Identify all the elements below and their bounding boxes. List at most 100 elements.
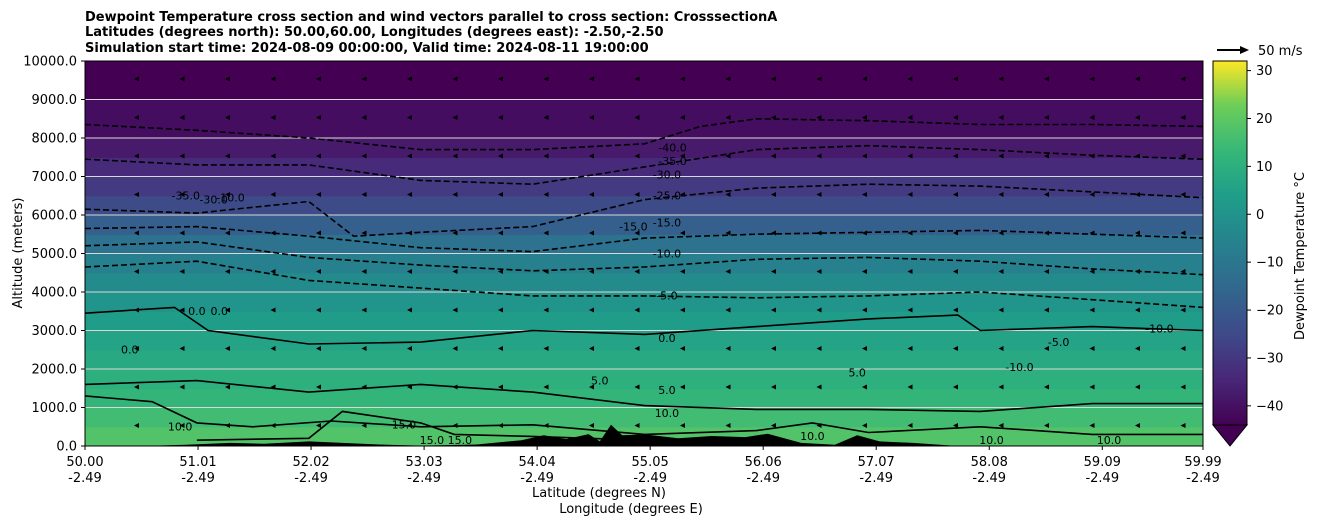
- wind-vector-arrow: [1044, 76, 1049, 82]
- wind-vector-arrow: [725, 230, 731, 236]
- wind-vector-arrow: [407, 307, 412, 313]
- dewpoint-band: [85, 272, 1203, 293]
- contour-label: -30.0: [653, 168, 681, 181]
- wind-vector-arrow: [134, 192, 139, 197]
- wind-vector-arrow: [316, 346, 321, 351]
- x-tick-label-lat: 58.08: [971, 455, 1008, 470]
- contour-label: 5.0: [658, 384, 676, 397]
- wind-vector-arrow: [134, 230, 139, 236]
- wind-vector-arrow: [1044, 423, 1049, 428]
- wind-vector-arrow: [270, 192, 276, 197]
- wind-vector-arrow: [725, 307, 731, 313]
- wind-vector-arrow: [1180, 307, 1186, 313]
- wind-vector-arrow: [998, 153, 1004, 159]
- wind-vector-arrow: [316, 76, 321, 82]
- wind-vector-arrow: [862, 384, 867, 390]
- plot-area: [85, 61, 1203, 446]
- wind-vector-arrow: [725, 423, 731, 428]
- wind-vector-arrow: [1135, 230, 1140, 236]
- wind-vector-arrow: [452, 230, 458, 236]
- wind-vector-arrow: [1180, 346, 1186, 351]
- wind-vector-arrow: [816, 346, 822, 351]
- wind-vector-arrow: [998, 307, 1004, 313]
- colorbar-extend-triangle: [1211, 424, 1249, 447]
- colorbar-tick-label: 20: [1256, 112, 1273, 127]
- wind-vector-arrow: [270, 307, 276, 313]
- wind-vector-arrow: [1044, 269, 1049, 274]
- x-tick-label-lat: 51.01: [179, 455, 216, 470]
- wind-vector-arrow: [998, 269, 1004, 274]
- wind-vector-arrow: [1135, 346, 1140, 351]
- wind-vector-arrow: [1089, 423, 1095, 428]
- wind-vector-arrow: [1180, 76, 1186, 82]
- wind-vector-arrow: [589, 153, 594, 159]
- wind-vector-arrow: [270, 423, 276, 428]
- dewpoint-band: [85, 253, 1203, 274]
- contour-label: -35.0: [658, 155, 686, 168]
- wind-vector-arrow: [1044, 307, 1049, 313]
- wind-vector-arrow: [862, 423, 867, 428]
- wind-vector-arrow: [634, 346, 640, 351]
- y-tick-label: 10000.0: [23, 55, 77, 70]
- wind-vector-arrow: [1044, 384, 1049, 390]
- quiver-key-label: 50 m/s: [1258, 44, 1303, 59]
- contour-label: 0.0: [121, 344, 139, 357]
- wind-vector-arrow: [1044, 346, 1049, 351]
- wind-vector-arrow: [452, 192, 458, 197]
- contour-label: 15.0: [448, 434, 473, 447]
- wind-vector-arrow: [543, 76, 549, 82]
- x-axis-label-latitude: Latitude (degrees N): [532, 486, 666, 501]
- wind-vector-arrow: [361, 384, 367, 390]
- wind-vector-arrow: [179, 346, 185, 351]
- contour-label: 5.0: [848, 367, 866, 380]
- wind-vector-arrow: [589, 307, 594, 313]
- colorbar-tick-label: −30: [1256, 351, 1283, 366]
- wind-vector-arrow: [407, 115, 412, 120]
- wind-vector-arrow: [543, 115, 549, 120]
- wind-vector-arrow: [543, 346, 549, 351]
- wind-vector-arrow: [452, 346, 458, 351]
- wind-vector-arrow: [452, 423, 458, 428]
- wind-vector-arrow: [953, 307, 958, 313]
- dewpoint-band: [85, 138, 1203, 158]
- contour-label: -5.0: [656, 290, 677, 303]
- contour-labels: 10.0 15.015.0 15.05.05.010.00.010.0 10.0 10.…: [121, 141, 1174, 447]
- wind-vector-arrow: [225, 307, 230, 313]
- wind-vector-arrow: [1089, 346, 1095, 351]
- wind-vector-arrow: [543, 423, 549, 428]
- colorbar-ticks: −40 −30 −20 −10 0 10 20 30: [1247, 64, 1283, 414]
- wind-vector-arrow: [407, 192, 412, 197]
- wind-vector-arrow: [452, 384, 458, 390]
- wind-vector-arrow: [907, 423, 913, 428]
- contour-label: -15.0: [619, 220, 647, 233]
- dewpoint-band: [85, 61, 1203, 101]
- x-tick-label-lat: 59.99: [1184, 455, 1221, 470]
- wind-vector-arrow: [816, 423, 822, 428]
- contour-label: 10.0: [800, 430, 825, 443]
- dewpoint-band: [85, 369, 1203, 389]
- wind-vector-arrow: [634, 230, 640, 236]
- wind-vector-arrow: [953, 192, 958, 197]
- wind-vector-arrow: [680, 192, 685, 197]
- wind-vector-arrow: [589, 230, 594, 236]
- wind-vector-arrow: [771, 384, 776, 390]
- wind-vector-arrow: [225, 76, 230, 82]
- dewpoint-band: [85, 176, 1203, 197]
- wind-vector-arrow: [179, 76, 185, 82]
- dewpoint-band: [85, 99, 1203, 139]
- contour-label: -10.0: [1005, 361, 1033, 374]
- wind-vector-arrow: [1089, 115, 1095, 120]
- wind-vector-arrow: [407, 230, 412, 236]
- wind-vector-arrow: [771, 307, 776, 313]
- wind-vector-arrow: [1089, 153, 1095, 159]
- contour-line--25.0: [85, 183, 1203, 238]
- x-tick-label-lon: -2.49: [633, 471, 667, 486]
- wind-vector-arrow: [134, 307, 139, 313]
- wind-vector-arrow: [270, 230, 276, 236]
- contour-label: -5.0: [1048, 336, 1069, 349]
- x-tick-label-lon: -2.49: [972, 471, 1006, 486]
- wind-vector-arrow: [452, 76, 458, 82]
- dewpoint-band: [85, 234, 1203, 255]
- wind-vector-arrow: [589, 423, 594, 428]
- wind-vector-arrow: [134, 153, 139, 159]
